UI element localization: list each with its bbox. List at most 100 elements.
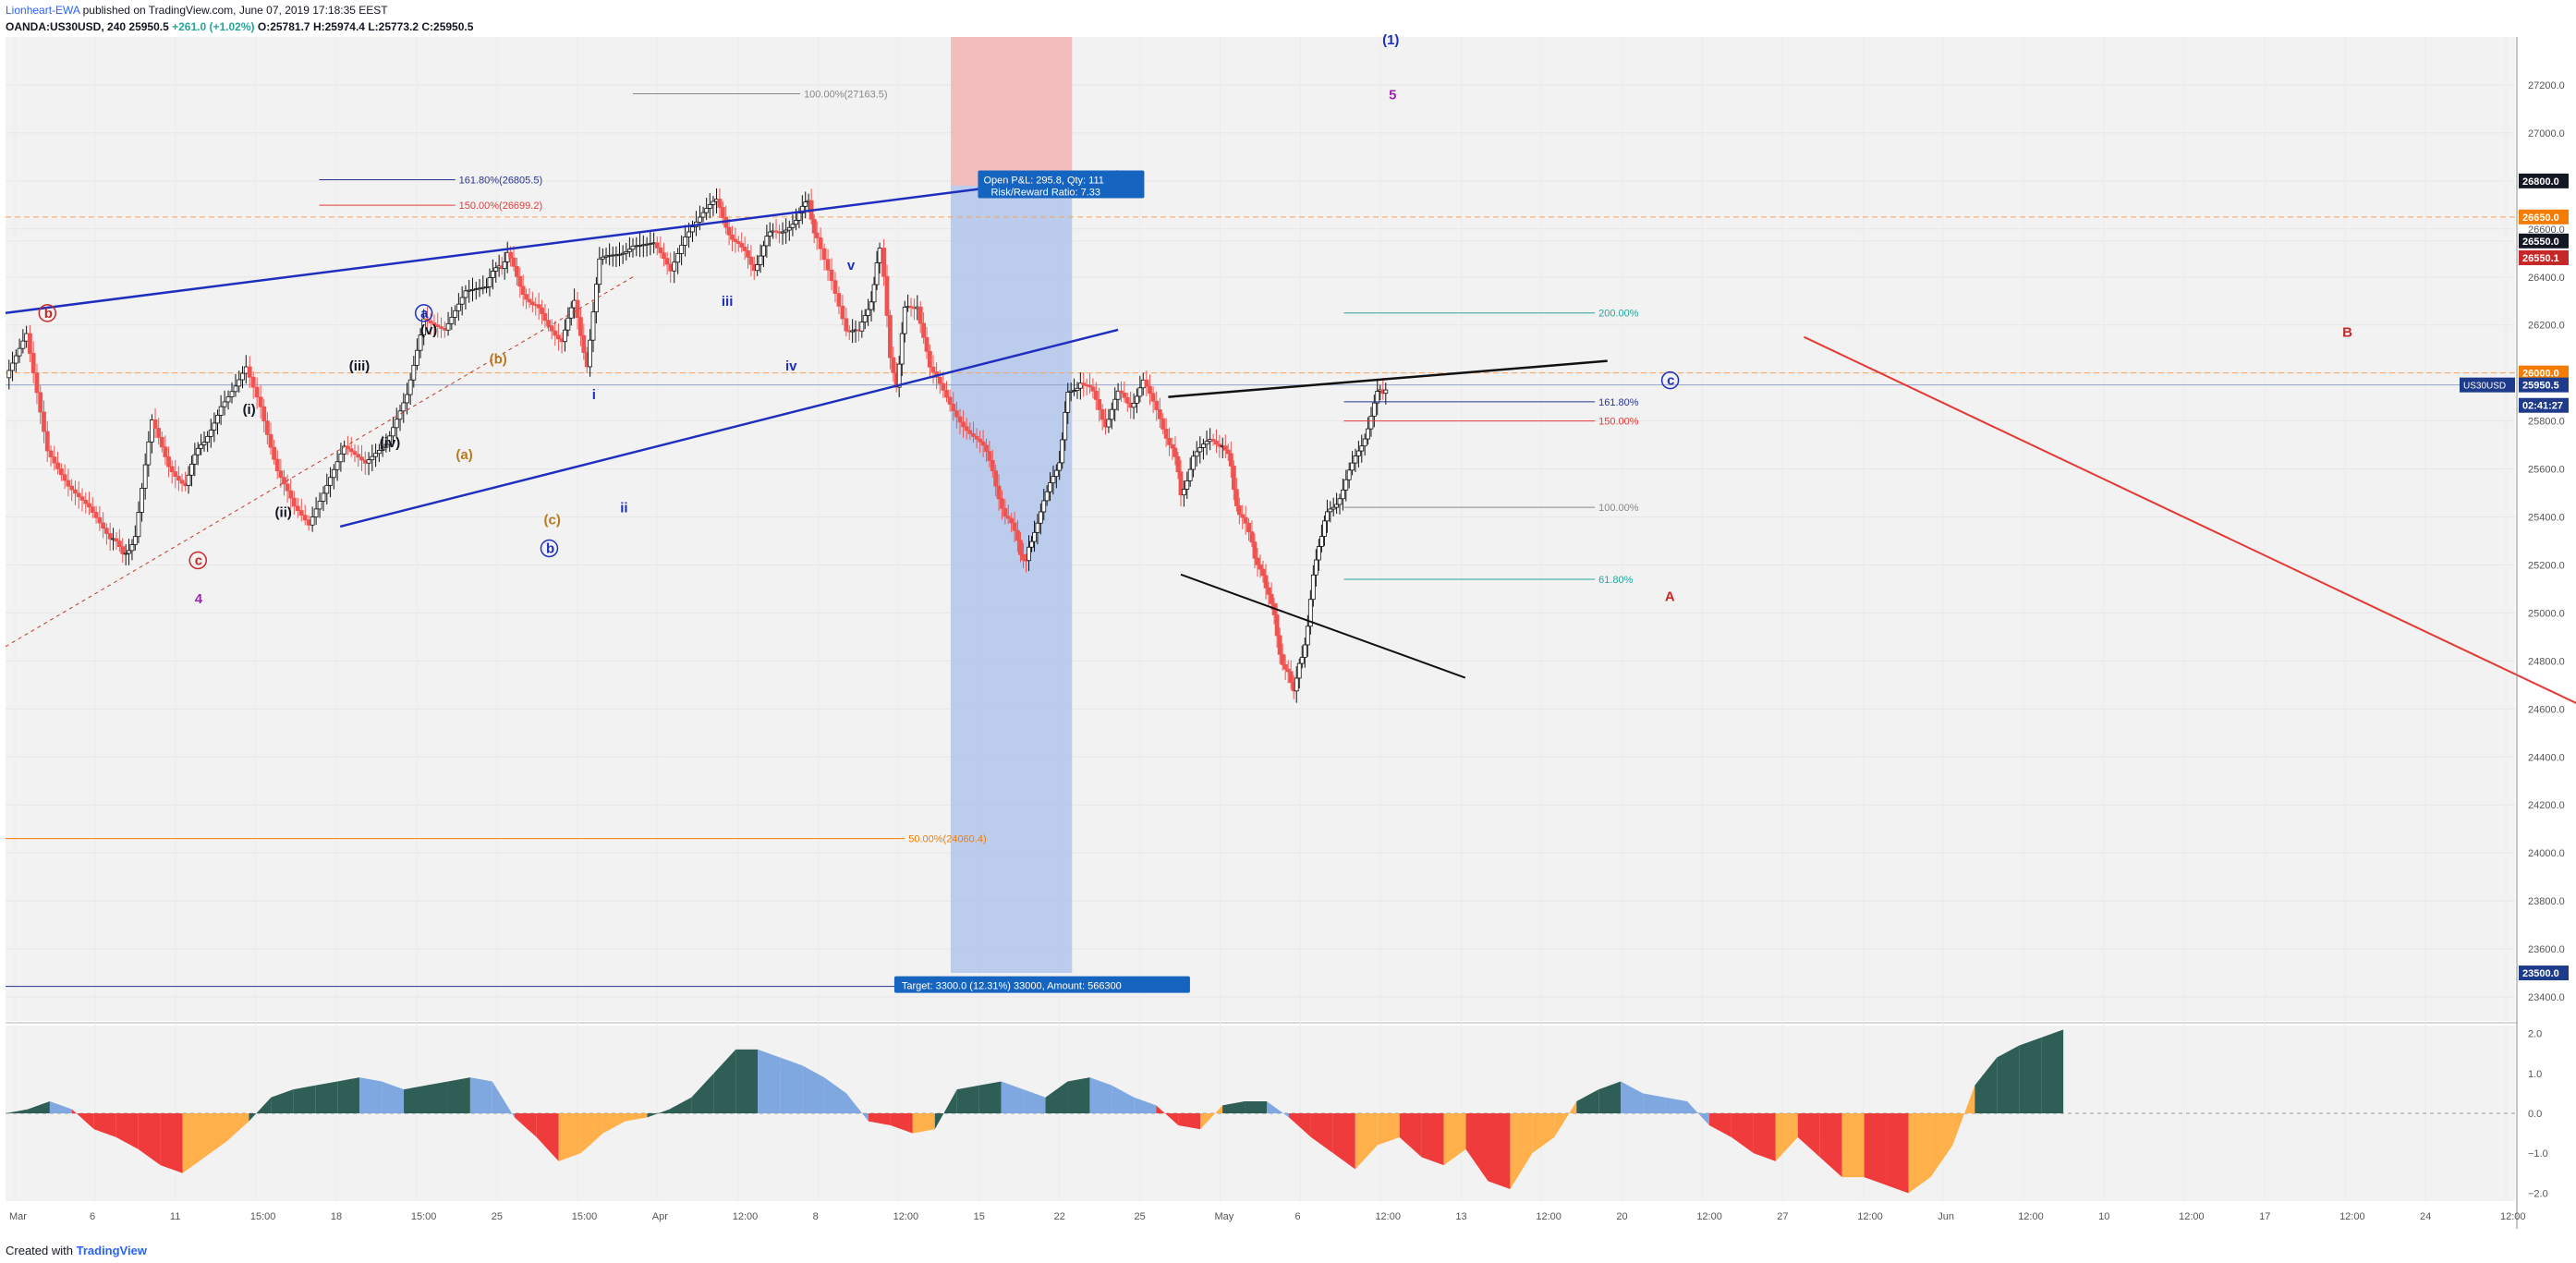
time-tick-label: 15:00 [250, 1211, 276, 1222]
candle-body [229, 391, 235, 397]
candle-body [1353, 455, 1358, 464]
publisher-link[interactable]: Lionheart-EWA [6, 4, 80, 17]
candle-body [811, 218, 817, 234]
candle-body [247, 366, 252, 378]
oscillator-area-segment [1001, 1081, 1024, 1113]
oscillator-area-segment [824, 1077, 847, 1113]
candle-body [990, 460, 995, 472]
wave-circle [414, 304, 433, 322]
time-tick-label: 15:00 [572, 1211, 598, 1222]
candle-body [10, 362, 15, 371]
oscillator-area-segment [625, 1113, 648, 1122]
candle-body [418, 334, 423, 351]
wave-label: iii [722, 294, 734, 310]
time-tick-label: Jun [1938, 1211, 1954, 1222]
candle-body [13, 355, 18, 364]
candle-body [359, 456, 364, 461]
candle-body [1122, 392, 1127, 398]
tradingview-logo[interactable]: TradingView [76, 1244, 147, 1257]
candle-body [233, 385, 238, 393]
price-change: +261.0 (+1.02%) [172, 20, 255, 33]
candle-body [862, 315, 868, 322]
oscillator-area-segment [1687, 1101, 1709, 1125]
created-with-text: Created with [6, 1244, 73, 1257]
candle-body [380, 446, 385, 451]
candle-body [225, 396, 231, 403]
candle-body [930, 366, 936, 372]
candle-body [1201, 443, 1206, 448]
candle-body [484, 285, 489, 288]
candle-body [391, 427, 395, 437]
wave-label: iv [785, 358, 797, 374]
time-tick-label: 12:00 [2179, 1211, 2205, 1222]
price-tick-label: 27000.0 [2528, 128, 2565, 140]
wave-label: (v) [420, 322, 437, 338]
candle-body [730, 234, 735, 240]
candle-body [829, 269, 834, 282]
candle-body [370, 455, 375, 461]
candle-body [517, 275, 523, 287]
wave-circle [540, 539, 559, 558]
oscillator-area-segment [426, 1081, 448, 1113]
candle-body [1249, 531, 1255, 543]
candle-body [397, 410, 403, 420]
candle-body [1243, 516, 1248, 524]
symbol-line: OANDA:US30USD, 240 25950.5 +261.0 (+1.02… [6, 18, 473, 35]
candle-body [435, 324, 441, 327]
candle-body [1288, 671, 1294, 683]
candle-body [711, 200, 716, 205]
oscillator-area-segment [1067, 1077, 1090, 1113]
candle-body [1255, 557, 1260, 565]
wave-label: (a) [456, 447, 472, 463]
candle-body [150, 419, 154, 443]
candle-body [578, 317, 583, 336]
candle-body [581, 334, 587, 353]
candle-body [1173, 447, 1178, 457]
candle-body [679, 244, 685, 254]
wave-label: (ii) [275, 505, 292, 521]
candle-body [490, 271, 495, 278]
oscillator-area-segment [934, 1089, 957, 1130]
time-tick-label: 18 [331, 1211, 342, 1222]
fib-level-label: 100.00% [1598, 503, 1639, 514]
candle-body [617, 253, 622, 256]
time-tick-label: 12:00 [2339, 1211, 2365, 1222]
candle-body [331, 468, 336, 479]
wave-label: c [195, 553, 202, 568]
candle-body [66, 480, 71, 487]
candle-body [529, 301, 535, 305]
oscillator-area-segment [249, 1097, 272, 1122]
candle-body [1236, 505, 1242, 516]
candle-body [908, 306, 914, 309]
candle-body [1222, 445, 1228, 451]
candle-body [6, 370, 12, 379]
fib-level-label: 200.00% [1598, 309, 1639, 320]
candle-body [502, 261, 507, 270]
candle-body [83, 500, 89, 504]
candle-body [1350, 462, 1355, 471]
candle-body [971, 433, 976, 437]
candle-body [272, 446, 277, 460]
candle-body [1355, 450, 1361, 456]
candle-body [114, 538, 119, 542]
oscillator-area-segment [956, 1085, 979, 1113]
oscillator-area-segment [1267, 1101, 1289, 1118]
main-pane-background [6, 37, 2515, 1021]
time-tick-label: 6 [90, 1211, 95, 1222]
fib-level-label: 161.80%(26805.5) [459, 176, 543, 187]
time-tick-label: May [1215, 1211, 1234, 1222]
candle-body [1240, 514, 1245, 518]
candle-body [1191, 455, 1196, 470]
candle-body [1343, 479, 1349, 491]
price-tick-label: 23800.0 [2528, 896, 2565, 907]
candle-body [588, 339, 593, 368]
candle-body [717, 199, 723, 208]
candle-body [662, 252, 666, 260]
oscillator-area-segment [447, 1077, 470, 1113]
candle-body [761, 245, 766, 257]
candle-body [1258, 564, 1263, 570]
channel-upper-line [5, 170, 1119, 314]
ohlc-low: L:25773.2 [368, 20, 419, 33]
candle-body [565, 317, 571, 331]
